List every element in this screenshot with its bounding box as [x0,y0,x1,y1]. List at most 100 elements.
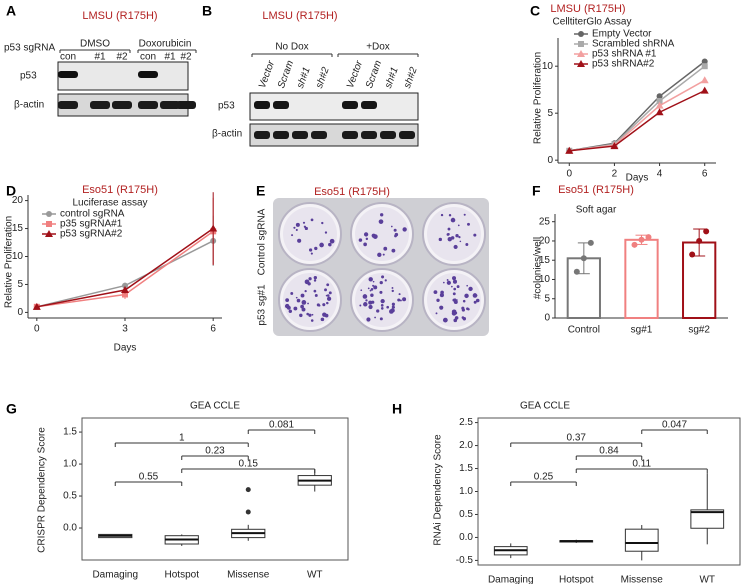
legend-label: Empty Vector [592,29,652,40]
colony [365,299,368,302]
data-point [631,241,638,248]
colony [303,225,307,228]
colony [464,293,469,299]
colony [391,287,394,289]
series-line [569,89,706,152]
colony [313,289,317,293]
colony [458,236,461,239]
y-tick-label: 0.5 [63,491,77,502]
colony [456,285,460,289]
y-tick-label: 0 [17,307,23,318]
marker [577,50,585,57]
colony [367,287,370,290]
p-value: 0.37 [567,433,587,444]
legend-label: p53 shRNA#2 [592,59,655,70]
y-tick-label: 0.0 [63,523,77,534]
x-tick-label: Control [568,325,600,336]
lane-label: #2 [116,52,128,63]
colony [448,213,452,217]
band [292,131,308,139]
colony [307,302,309,305]
colony [436,298,440,302]
colony [462,299,466,303]
y-axis-label: CRISPR Dependency Score [37,427,48,553]
well-inner [427,207,481,261]
group-label: DMSO [80,39,110,50]
colony [314,246,318,251]
colony [451,285,453,288]
colony [301,300,307,305]
box [690,509,725,529]
colony [362,294,368,299]
y-tick-label: 0 [544,313,550,324]
x-tick-label: Hotspot [165,570,200,581]
colony [475,294,478,297]
colony [308,313,312,317]
colony [293,306,298,311]
y-tick-label: 2.0 [459,440,473,451]
colony [295,222,300,227]
colony [297,238,302,243]
colony [326,301,329,305]
y-tick-label: 5 [544,293,550,304]
data-point [703,228,710,235]
colony [313,279,317,282]
band [311,131,327,139]
band [112,101,132,109]
band [58,71,78,78]
colony [370,293,374,298]
colony [439,292,445,298]
band [361,131,377,139]
colony [313,276,317,280]
marker [578,41,584,47]
p-value: 0.55 [139,472,159,483]
marker [655,108,664,116]
colony [371,233,376,238]
colony [382,253,385,256]
colony [377,252,382,258]
marker [656,93,663,100]
panel-letter: C [530,3,540,19]
data-point [696,237,703,244]
colony [397,298,401,302]
colony [461,316,465,319]
colony [380,298,385,304]
y-tick-label: 10 [542,61,554,72]
data-point [587,239,594,246]
x-tick-label: sg#2 [688,325,710,336]
colony [468,286,473,292]
colony [286,305,291,310]
colony [467,308,469,311]
colony [393,228,397,232]
colony [452,276,457,281]
colony [310,252,313,255]
group-label: No Dox [275,42,308,53]
colony [366,317,371,322]
colony [310,319,314,322]
marker [45,230,53,237]
x-tick-label: 6 [210,324,216,335]
panel-letter: F [532,183,541,199]
colony [321,221,324,225]
colony [453,298,457,301]
colony [473,300,477,304]
colony [360,289,363,292]
colony [359,304,362,307]
y-tick-label: 0.0 [459,532,473,543]
colony [399,299,402,302]
colony [394,232,399,237]
band [254,101,270,109]
blot [249,92,419,121]
band [342,101,358,109]
colony [302,221,306,224]
colony [398,293,401,296]
colony [391,248,396,253]
colony [467,222,470,226]
marker [701,63,708,70]
colony [461,308,465,312]
y-axis-label: RNAi Dependency Score [433,434,444,546]
colony [324,231,328,234]
colony [314,293,318,297]
colony [391,302,395,306]
colony [322,303,326,307]
